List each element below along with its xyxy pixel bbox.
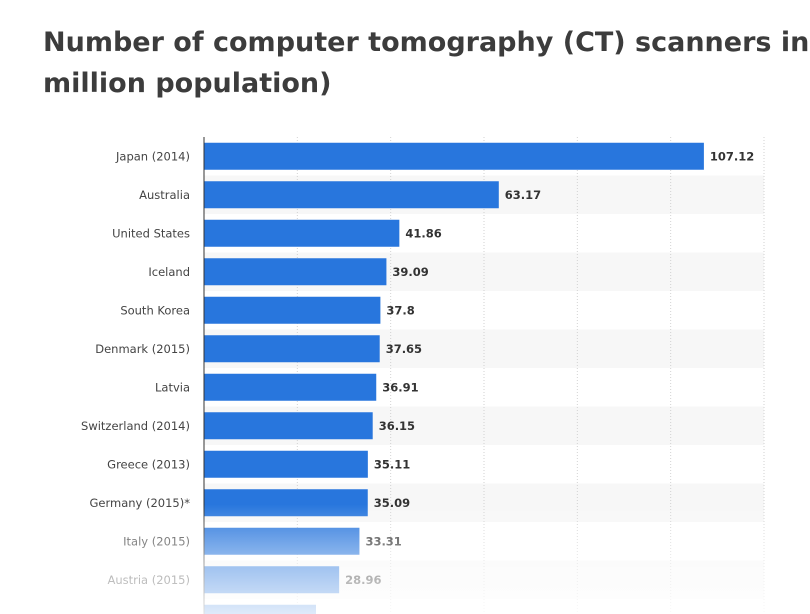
bar [204, 296, 381, 324]
bar [204, 450, 368, 478]
value-label: 36.91 [382, 380, 418, 394]
bar [204, 258, 387, 286]
category-label: Italy (2015) [123, 534, 190, 548]
bar [204, 181, 499, 209]
category-label: Latvia [155, 380, 190, 394]
value-label: 37.8 [386, 303, 414, 317]
category-label: Iceland [148, 265, 190, 279]
value-label: 35.11 [374, 457, 410, 471]
category-label: Australia [139, 188, 190, 202]
chart-title-line-1: Number of computer tomography (CT) scann… [43, 27, 810, 58]
bar [204, 412, 373, 440]
category-label: Japan (2014) [115, 149, 190, 163]
bar [204, 219, 400, 247]
value-label: 28.96 [345, 573, 381, 587]
bar [204, 335, 380, 363]
value-label: 36.15 [379, 419, 415, 433]
value-label: 37.65 [386, 342, 422, 356]
bar [204, 142, 704, 170]
category-label: Switzerland (2014) [81, 419, 190, 433]
value-label: 63.17 [505, 188, 541, 202]
value-label: 41.86 [405, 226, 441, 240]
category-label: Greece (2013) [107, 457, 190, 471]
bar [204, 373, 377, 401]
category-label: Austria (2015) [107, 573, 190, 587]
category-label: South Korea [120, 303, 190, 317]
bar-partial [204, 604, 316, 614]
bar [204, 527, 360, 555]
category-label: United States [112, 226, 190, 240]
chart-title-line-2: million population) [43, 68, 332, 99]
category-label: Denmark (2015) [95, 342, 190, 356]
bar [204, 489, 368, 517]
chart-title: Number of computer tomography (CT) scann… [43, 22, 810, 104]
value-label: 39.09 [392, 265, 428, 279]
bar [204, 566, 340, 594]
value-label: 107.12 [710, 149, 754, 163]
value-label: 35.09 [374, 496, 410, 510]
category-label: Germany (2015)* [89, 496, 190, 510]
value-label: 33.31 [365, 534, 401, 548]
